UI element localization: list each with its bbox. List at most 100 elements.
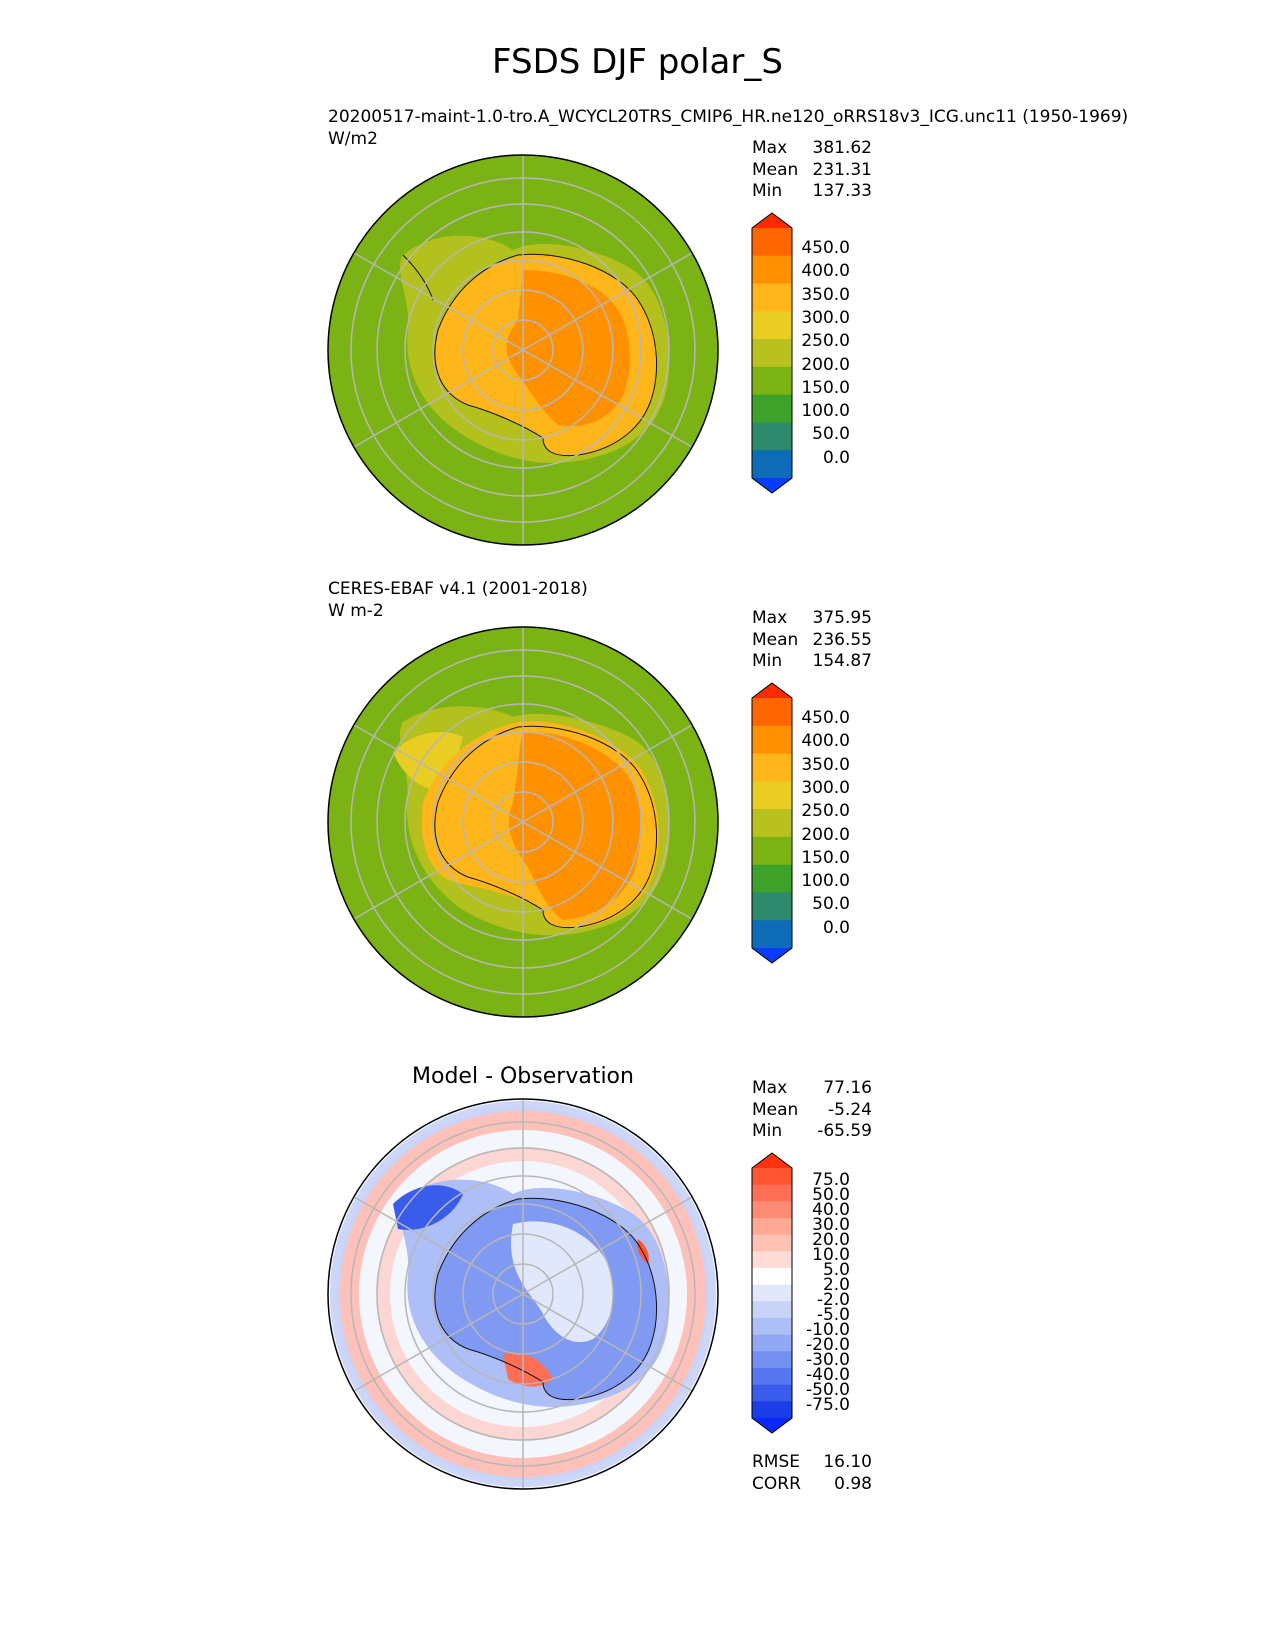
colorbar-outline [751, 682, 793, 964]
colorbar-segment [752, 1401, 792, 1419]
colorbar-segment [752, 422, 792, 451]
model-plateau-350 [506, 270, 630, 427]
obs-map-border [327, 626, 719, 1018]
diff-title: Model - Observation [412, 1064, 634, 1089]
colorbar-tick-label: -50.0 [806, 1380, 850, 1400]
model-stat-max: Max 381.62 [752, 138, 872, 158]
colorbar-tick-label: 300.0 [801, 777, 850, 798]
colorbar-tick-label: 100.0 [801, 871, 850, 892]
colorbar-extend-bottom [752, 1418, 792, 1433]
model-map-border [327, 154, 719, 546]
colorbar-segment [752, 836, 792, 866]
colorbar-extend-top [752, 213, 792, 228]
colorbar-tick-label: 250.0 [801, 331, 850, 352]
obs-stats: Max 375.95 Mean 236.55 Min 154.87 [752, 608, 872, 673]
colorbar-segment [752, 1284, 792, 1302]
colorbar-segment [752, 1251, 792, 1269]
colorbar-tick-label: -30.0 [806, 1350, 850, 1370]
diff-peninsula-strong-negative [393, 1185, 463, 1230]
colorbar-extend-top [752, 1153, 792, 1168]
colorbar-segment [752, 283, 792, 312]
colorbar-segment [752, 892, 792, 921]
obs-stat-max: Max 375.95 [752, 608, 872, 628]
colorbar-tick-label: 50.0 [812, 894, 850, 915]
colorbar-tick-label: 0.0 [822, 917, 850, 938]
colorbar-tick-label: -5.0 [816, 1305, 850, 1325]
colorbar-tick-label: 200.0 [801, 824, 850, 845]
diff-stat-mean: Mean -5.24 [752, 1099, 872, 1120]
diff-graticule [350, 1099, 696, 1489]
colorbar-tick-label: 50.0 [812, 1185, 850, 1205]
model-units: W/m2 [328, 129, 378, 149]
colorbar-segment [752, 753, 792, 782]
colorbar-tick-label: 0.0 [822, 447, 850, 468]
diff-metric-rmse: RMSE 16.10 [752, 1452, 872, 1472]
colorbar-segment [752, 1334, 792, 1352]
obs-stat-mean: Mean 236.55 [752, 629, 872, 650]
obs-polar-map [327, 626, 719, 1018]
colorbar-tick-label: 30.0 [812, 1215, 850, 1235]
colorbar-segment [752, 809, 792, 838]
colorbar-tick-label: 150.0 [801, 847, 850, 868]
obs-units: W m-2 [328, 601, 384, 621]
colorbar-tick-label: -10.0 [806, 1320, 850, 1340]
diff-metrics: RMSE 16.10 CORR 0.98 [752, 1452, 872, 1495]
diff-polar-map [327, 1098, 719, 1490]
colorbar-tick-label: 20.0 [812, 1230, 850, 1250]
colorbar-tick-label: 100.0 [801, 401, 850, 422]
diff-positive-patch-south [503, 1352, 553, 1387]
colorbar-segment [752, 311, 792, 340]
colorbar-tick-label: 400.0 [801, 261, 850, 282]
colorbar-tick-label: 75.0 [812, 1170, 850, 1190]
colorbar-tick-label: 350.0 [801, 284, 850, 305]
diff-map-border [327, 1098, 719, 1490]
colorbar-segment [752, 394, 792, 423]
colorbar-segment [752, 1201, 792, 1219]
colorbar-segment [752, 725, 792, 755]
colorbar-segment [752, 781, 792, 810]
colorbar-tick-label: 10.0 [812, 1245, 850, 1265]
colorbar-segment [752, 1268, 792, 1286]
colorbar-tick-label: 2.0 [822, 1275, 850, 1295]
colorbar-segment [752, 1168, 792, 1186]
colorbar-segment [752, 1318, 792, 1336]
colorbar-segment [752, 366, 792, 396]
colorbar-segment [752, 255, 792, 285]
diff-colorbar [751, 1152, 793, 1434]
colorbar-tick-label: -20.0 [806, 1335, 850, 1355]
obs-graticule [350, 627, 696, 1017]
colorbar-tick-label: 300.0 [801, 307, 850, 328]
colorbar-segment [752, 1234, 792, 1252]
diff-stat-max: Max 77.16 [752, 1078, 872, 1098]
colorbar-tick-label: 350.0 [801, 754, 850, 775]
colorbar-outline [751, 212, 793, 494]
colorbar-tick-label: 150.0 [801, 377, 850, 398]
colorbar-segment [752, 1184, 792, 1202]
model-colorbar [751, 212, 793, 494]
colorbar-segment [752, 339, 792, 368]
colorbar-segment [752, 1218, 792, 1236]
obs-subtitle: CERES-EBAF v4.1 (2001-2018) [328, 579, 588, 599]
diff-plateau-near-zero [510, 1221, 613, 1343]
model-polar-map [327, 154, 719, 546]
obs-stat-min: Min 154.87 [752, 651, 872, 671]
colorbar-segment [752, 1301, 792, 1319]
colorbar-segment [752, 450, 792, 479]
colorbar-segment [752, 1368, 792, 1386]
colorbar-segment [752, 698, 792, 727]
colorbar-segment [752, 228, 792, 257]
colorbar-tick-label: 5.0 [822, 1260, 850, 1280]
colorbar-extend-bottom [752, 478, 792, 493]
colorbar-tick-label: -2.0 [816, 1290, 850, 1310]
model-subtitle: 20200517-maint-1.0-tro.A_WCYCL20TRS_CMIP… [328, 107, 1129, 127]
obs-colorbar [751, 682, 793, 964]
model-graticule [350, 155, 696, 545]
colorbar-tick-label: -75.0 [806, 1395, 850, 1415]
colorbar-tick-label: 450.0 [801, 708, 850, 728]
obs-plateau-350 [508, 731, 641, 920]
colorbar-extend-top [752, 683, 792, 698]
colorbar-tick-label: -40.0 [806, 1365, 850, 1385]
colorbar-extend-bottom [752, 948, 792, 963]
diff-stat-min: Min -65.59 [752, 1121, 872, 1141]
colorbar-segment [752, 1384, 792, 1402]
